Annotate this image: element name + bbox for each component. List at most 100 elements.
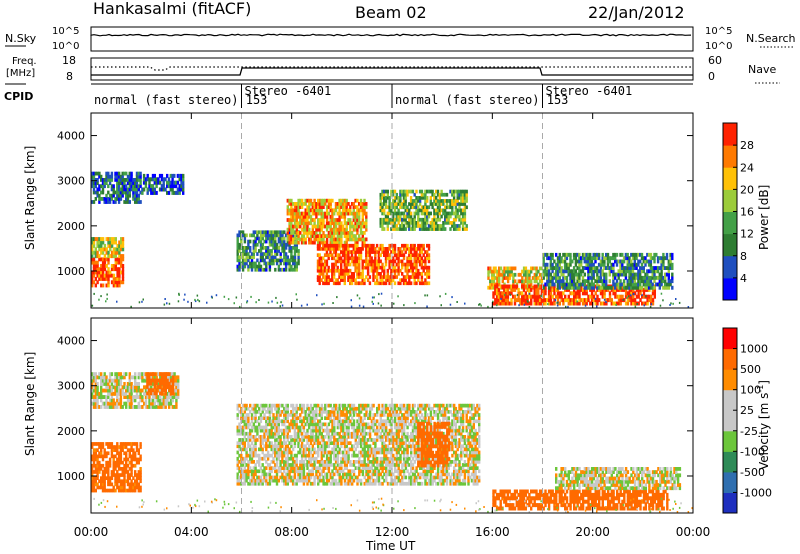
scatter-cell bbox=[176, 173, 180, 178]
scatter-cell bbox=[261, 230, 264, 235]
scatter-cell bbox=[101, 463, 105, 468]
scatter-cell bbox=[114, 257, 117, 262]
scatter-cell bbox=[650, 298, 653, 303]
scatter-cell bbox=[340, 227, 343, 232]
scatter-cell bbox=[112, 445, 115, 449]
scatter-cell bbox=[108, 200, 112, 204]
scatter-cell bbox=[283, 447, 286, 452]
scatter-cell bbox=[117, 460, 121, 465]
scatter-cell bbox=[103, 200, 106, 204]
scatter-cell bbox=[290, 267, 293, 272]
scatter-cell bbox=[110, 385, 114, 390]
scatter-cell bbox=[352, 211, 355, 216]
scatter-cell bbox=[393, 253, 397, 257]
scatter-cell bbox=[119, 187, 123, 192]
scatter-cell bbox=[597, 285, 601, 290]
scatter-cell bbox=[284, 478, 288, 483]
scatter-cell bbox=[496, 269, 499, 274]
scatter-cell bbox=[109, 237, 112, 242]
scatter-cell bbox=[404, 281, 407, 286]
scatter-cell bbox=[91, 178, 94, 182]
scatter-cell bbox=[383, 196, 386, 200]
scatter-cell bbox=[166, 398, 169, 403]
scatter-cell bbox=[167, 177, 171, 182]
scatter-cell bbox=[247, 438, 250, 442]
scatter-cell bbox=[635, 272, 638, 277]
scatter-cell bbox=[377, 265, 381, 270]
scatter-cell bbox=[343, 275, 346, 279]
scatter-cell bbox=[268, 422, 272, 427]
scatter-cell bbox=[130, 405, 133, 409]
scatter-cell bbox=[334, 221, 338, 226]
scatter-cell bbox=[265, 441, 268, 445]
scatter-cell bbox=[632, 294, 635, 299]
scatter-cell bbox=[386, 217, 389, 222]
scatter-cell bbox=[370, 250, 373, 254]
scatter-cell bbox=[100, 395, 103, 399]
scatter-cell bbox=[92, 457, 96, 462]
scatter-cell bbox=[403, 304, 405, 307]
scatter-cell bbox=[460, 202, 463, 206]
scatter-cell bbox=[334, 237, 338, 242]
scatter-cell bbox=[258, 447, 261, 452]
scatter-cell bbox=[180, 177, 183, 182]
scatter-cell bbox=[601, 256, 604, 261]
scatter-cell bbox=[375, 265, 379, 270]
scatter-cell bbox=[117, 401, 121, 406]
scatter-cell bbox=[444, 217, 447, 222]
scatter-cell bbox=[279, 441, 282, 445]
scatter-cell bbox=[123, 451, 126, 456]
scatter-cell bbox=[345, 202, 348, 206]
scatter-cell bbox=[247, 413, 250, 417]
scatter-cell bbox=[503, 294, 506, 299]
scatter-cell bbox=[424, 256, 427, 261]
scatter-cell bbox=[261, 472, 264, 477]
scatter-cell bbox=[283, 431, 286, 436]
scatter-cell bbox=[583, 252, 586, 257]
scatter-cell bbox=[266, 435, 270, 439]
scatter-cell bbox=[366, 268, 370, 273]
scatter-cell bbox=[460, 211, 463, 216]
scatter-cell bbox=[558, 256, 561, 261]
scatter-cell bbox=[322, 224, 325, 229]
scatter-cell bbox=[277, 441, 280, 445]
scatter-cell bbox=[626, 285, 629, 290]
scatter-cell bbox=[356, 237, 359, 242]
scatter-cell bbox=[322, 272, 325, 276]
scatter-cell bbox=[594, 291, 597, 296]
scatter-cell bbox=[159, 388, 162, 393]
scatter-cell bbox=[664, 279, 667, 284]
scatter-cell bbox=[395, 224, 398, 228]
scatter-cell bbox=[660, 292, 663, 295]
scatter-cell bbox=[252, 249, 255, 253]
scatter-cell bbox=[283, 463, 286, 467]
scatter-cell bbox=[361, 205, 364, 209]
scatter-cell bbox=[315, 224, 318, 229]
scatter-cell bbox=[177, 375, 180, 380]
scatter-cell bbox=[509, 293, 512, 296]
scatter-cell bbox=[415, 256, 418, 261]
scatter-cell bbox=[433, 202, 436, 206]
scatter-cell bbox=[318, 237, 322, 242]
scatter-cell bbox=[427, 272, 431, 276]
scatter-cell bbox=[126, 388, 130, 393]
scatter-cell bbox=[442, 199, 445, 203]
scatter-cell bbox=[139, 398, 142, 403]
scatter-cell bbox=[576, 266, 579, 270]
scatter-cell bbox=[338, 211, 341, 216]
scatter-cell bbox=[263, 416, 266, 420]
scatter-cell bbox=[121, 270, 125, 275]
scatter-cell bbox=[433, 214, 436, 219]
scatter-cell bbox=[413, 221, 416, 225]
scatter-cell bbox=[587, 252, 590, 257]
scatter-cell bbox=[155, 177, 158, 182]
scatter-cell bbox=[263, 456, 266, 461]
scatter-cell bbox=[259, 236, 263, 241]
scatter-cell bbox=[528, 306, 531, 308]
scatter-cell bbox=[413, 199, 416, 203]
scatter-cell bbox=[252, 264, 255, 269]
scatter-cell bbox=[275, 450, 279, 455]
scatter-cell bbox=[241, 428, 245, 433]
scatter-cell bbox=[107, 405, 110, 409]
scatter-cell bbox=[108, 375, 112, 380]
